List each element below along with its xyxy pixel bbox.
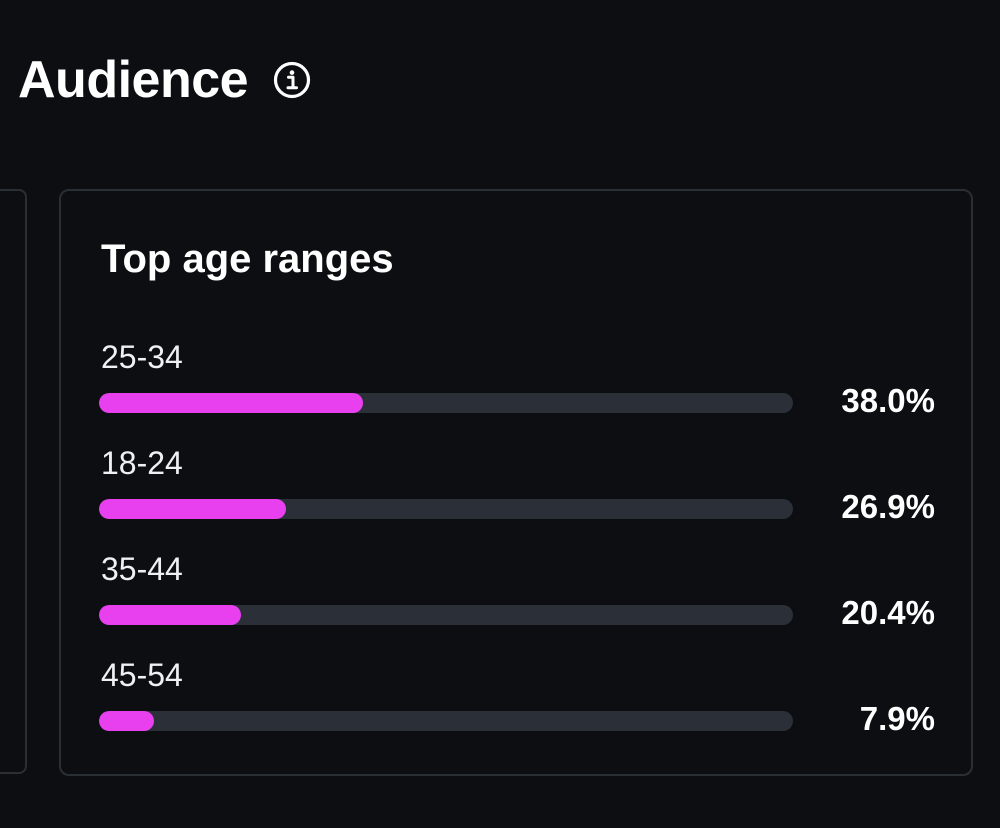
progress-fill — [99, 605, 241, 625]
page-title: Audience — [18, 51, 249, 109]
progress-track — [99, 499, 793, 519]
progress-track — [99, 711, 793, 731]
progress-fill — [99, 499, 286, 519]
age-range-row: 25-34 38.0% — [99, 333, 935, 439]
age-range-percentage: 20.4% — [841, 594, 935, 631]
age-range-label: 25-34 — [101, 339, 183, 375]
previous-card-edge — [0, 189, 27, 774]
age-range-percentage: 7.9% — [859, 700, 935, 737]
audience-header: Audience — [18, 48, 312, 112]
age-range-list: 25-34 38.0% 18-24 26.9% 35-44 20.4% 45-5… — [99, 333, 935, 757]
age-range-row: 18-24 26.9% — [99, 439, 935, 545]
age-range-label: 45-54 — [101, 657, 183, 693]
card-title: Top age ranges — [101, 237, 394, 281]
age-range-label: 35-44 — [101, 551, 183, 587]
age-range-percentage: 26.9% — [841, 488, 935, 525]
age-range-percentage: 38.0% — [841, 382, 935, 419]
progress-fill — [99, 393, 363, 413]
progress-track — [99, 393, 793, 413]
progress-track — [99, 605, 793, 625]
progress-fill — [99, 711, 154, 731]
top-age-ranges-card: Top age ranges 25-34 38.0% 18-24 26.9% 3… — [59, 189, 973, 776]
age-range-label: 18-24 — [101, 445, 183, 481]
info-icon-graphic — [273, 61, 311, 99]
age-range-row: 35-44 20.4% — [99, 545, 935, 651]
age-range-row: 45-54 7.9% — [99, 651, 935, 757]
info-icon[interactable] — [272, 60, 312, 100]
